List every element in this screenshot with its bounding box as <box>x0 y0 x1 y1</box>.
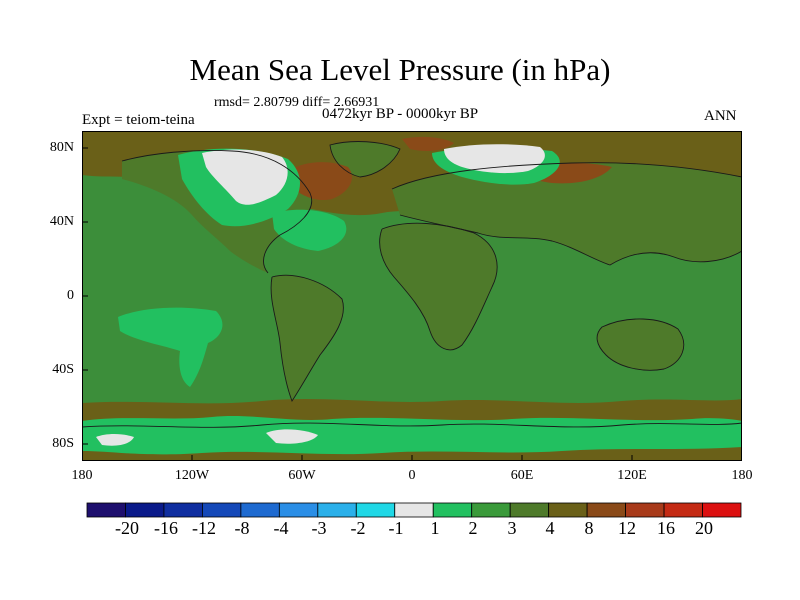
experiment-label: Expt = teiom-teina <box>82 112 195 128</box>
coast-eurasia <box>391 162 742 266</box>
season-label: ANN <box>704 108 737 124</box>
colorbar-box <box>432 502 473 518</box>
africa-land <box>379 223 498 350</box>
chart-title: Mean Sea Level Pressure (in hPa) <box>189 52 611 87</box>
y-tick-80n: 80N <box>49 140 74 155</box>
north-america-white <box>202 149 288 205</box>
colorbar-box <box>355 502 396 518</box>
colorbar-label: 1 <box>430 518 440 538</box>
australia-land <box>597 318 684 371</box>
x-tick-120e: 120E <box>617 468 647 483</box>
x-tick-60e: 60E <box>510 468 534 483</box>
period-label: 0472kyr BP - 0000kyr BP <box>322 106 479 122</box>
colorbar-label: 4 <box>545 518 555 538</box>
colorbar-box <box>240 502 280 518</box>
antarctic-light-green <box>82 416 742 455</box>
colorbar-box <box>202 502 242 518</box>
colorbar-label: 16 <box>657 518 675 538</box>
y-tick-80s: 80S <box>52 436 74 451</box>
colorbar-label: -1 <box>388 518 404 538</box>
colorbar-label: 12 <box>618 518 636 538</box>
stats-label: rmsd= 2.80799 diff= 2.66931 <box>214 95 380 110</box>
colorbar-label: -4 <box>273 518 289 538</box>
eurasia-land <box>392 162 742 265</box>
south-pacific-light-green <box>118 307 223 387</box>
coast-south-america <box>270 274 344 402</box>
pressure-map <box>82 131 742 461</box>
arctic-high <box>402 136 454 151</box>
colorbar-label: 20 <box>695 518 713 538</box>
coast-africa <box>379 222 498 351</box>
colorbar-box <box>86 502 126 518</box>
y-tick-0: 0 <box>67 288 74 303</box>
colorbar-label: -20 <box>115 518 139 538</box>
north-atlantic-light-green <box>272 209 347 251</box>
colorbar-label: -3 <box>311 518 327 538</box>
colorbar-box <box>509 502 550 518</box>
colorbar-box <box>278 502 319 518</box>
x-tick-120w: 120W <box>174 468 210 483</box>
antarctic-white-west <box>96 434 134 446</box>
antarctic-white-mid <box>266 429 318 444</box>
y-tick-40n: 40N <box>49 214 74 229</box>
coast-greenland <box>329 141 401 178</box>
colorbar-label: -16 <box>154 518 178 538</box>
coast-australia <box>596 318 685 371</box>
colorbar-box <box>548 502 588 518</box>
colorbar-box <box>317 502 357 518</box>
colorbar-box <box>471 502 511 518</box>
x-tick-180w: 180 <box>71 468 93 483</box>
colorbar-label: 3 <box>507 518 517 538</box>
colorbar-label: 2 <box>468 518 478 538</box>
x-tick-0: 0 <box>408 468 416 483</box>
colorbar-box <box>625 502 665 518</box>
colorbar-box <box>586 502 626 518</box>
colorbar-box <box>663 502 703 518</box>
x-tick-180e: 180 <box>731 468 753 483</box>
colorbar-box <box>702 502 742 518</box>
colorbar-box <box>125 502 165 518</box>
south-america-land <box>271 275 344 401</box>
colorbar <box>86 502 742 518</box>
y-tick-40s: 40S <box>52 362 74 377</box>
colorbar-label: 8 <box>584 518 594 538</box>
colorbar-label: -12 <box>192 518 216 538</box>
colorbar-box <box>394 502 434 518</box>
x-tick-60w: 60W <box>288 468 316 483</box>
colorbar-label: -2 <box>350 518 366 538</box>
colorbar-box <box>163 502 203 518</box>
north-atlantic-high <box>288 162 353 201</box>
coast-antarctica <box>82 422 742 428</box>
colorbar-label: -8 <box>234 518 250 538</box>
coast-north-america <box>121 150 313 274</box>
